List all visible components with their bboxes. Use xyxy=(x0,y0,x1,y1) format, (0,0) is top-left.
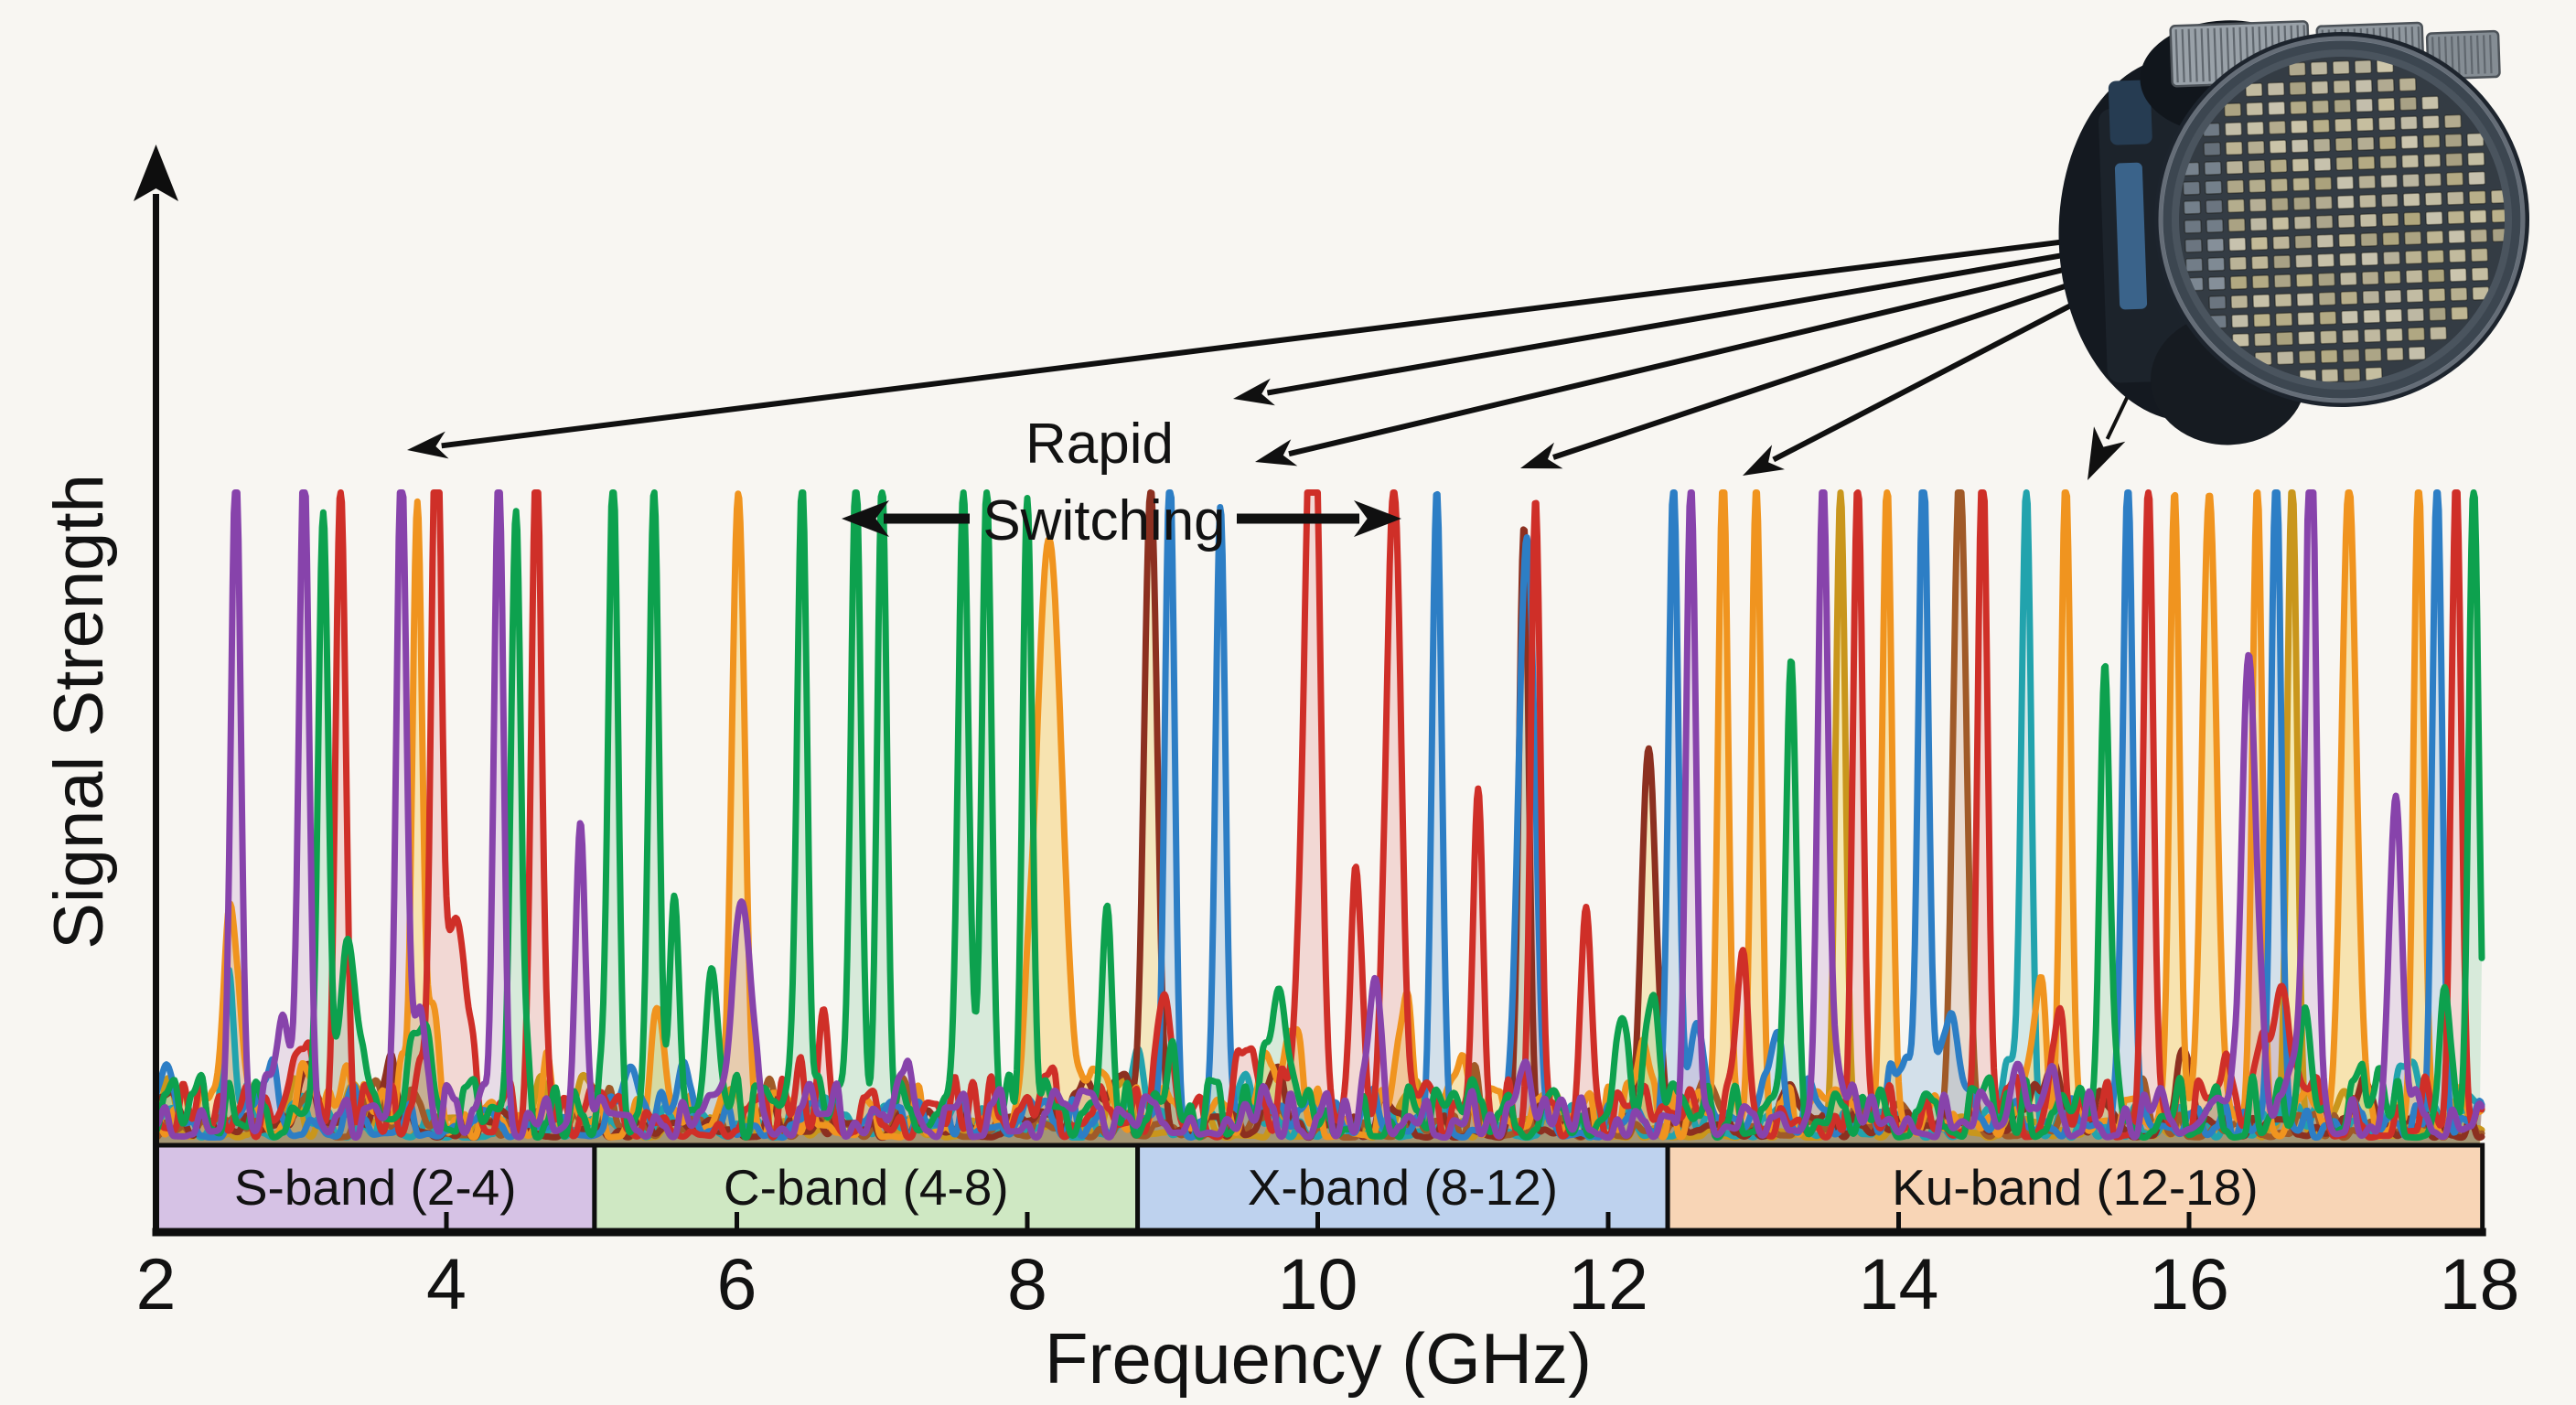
beam-4-arrowhead-icon xyxy=(1520,442,1563,469)
beam-5-arrowhead-icon xyxy=(1743,445,1785,476)
band-strip: S-band (2-4) C-band (4-8) X-band (8-12) Ku-… xyxy=(136,1142,2520,1325)
x-tick-label-10: 10 xyxy=(1278,1243,1358,1325)
spectrum-series-lines xyxy=(156,489,2485,1142)
x-tick-label-14: 14 xyxy=(1859,1243,1939,1325)
x-tick-label-6: 6 xyxy=(717,1243,757,1325)
beam-3-arrowhead-icon xyxy=(1255,439,1298,467)
x-tick-12 xyxy=(1605,1212,1611,1228)
x-tick-label-12: 12 xyxy=(1568,1243,1648,1325)
switch-left-arrowhead-icon xyxy=(842,500,889,537)
beam-1-line xyxy=(441,231,2125,449)
rapid-switching-label-line2: Switching xyxy=(982,489,1225,552)
x-tick-14 xyxy=(1896,1212,1901,1228)
beam-4-line xyxy=(1552,262,2131,460)
x-axis-label: Frequency (GHz) xyxy=(1045,1318,1592,1399)
switch-right-arrowhead-icon xyxy=(1354,500,1401,537)
beam-2-arrowhead-icon xyxy=(1233,378,1275,406)
radar-antenna-image xyxy=(2058,20,2529,445)
beam-1-arrowhead-icon xyxy=(407,431,449,459)
y-axis-arrowhead-icon xyxy=(134,145,178,201)
series-area-red xyxy=(156,492,2482,1145)
x-tick-label-8: 8 xyxy=(1007,1243,1047,1325)
series-line-purple xyxy=(156,489,2485,1142)
x-tick-label-2: 2 xyxy=(136,1243,177,1325)
x-tick-label-16: 16 xyxy=(2149,1243,2229,1325)
beam-3-line xyxy=(1288,252,2130,457)
beam-6-arrowhead-icon xyxy=(2088,426,2126,480)
x-tick-10 xyxy=(1315,1212,1320,1228)
beam-2-line xyxy=(1266,241,2128,396)
rapid-switching-label-line1: Rapid xyxy=(1025,413,1174,476)
band-label-2: X-band (8-12) xyxy=(1248,1159,1558,1216)
antenna-element-grid xyxy=(2177,55,2510,384)
y-axis-label: Signal Strength xyxy=(40,474,118,949)
x-tick-16 xyxy=(2186,1212,2192,1228)
x-tick-label-4: 4 xyxy=(426,1243,467,1325)
band-label-0: S-band (2-4) xyxy=(234,1159,517,1216)
x-tick-label-18: 18 xyxy=(2440,1243,2520,1325)
series-area-purple xyxy=(156,492,2482,1145)
axes xyxy=(134,145,178,1234)
x-tick-4 xyxy=(444,1212,449,1228)
x-tick-6 xyxy=(735,1212,739,1228)
series-area-orange xyxy=(156,492,2482,1145)
band-label-3: Ku-band (12-18) xyxy=(1892,1159,2259,1216)
series-line-green xyxy=(156,489,2485,1142)
beam-arrows xyxy=(407,231,2168,537)
band-strip-3 xyxy=(1665,1142,2485,1233)
band-strip-1 xyxy=(592,1142,1141,1233)
band-label-1: C-band (4-8) xyxy=(724,1159,1009,1216)
x-tick-8 xyxy=(1025,1212,1030,1228)
